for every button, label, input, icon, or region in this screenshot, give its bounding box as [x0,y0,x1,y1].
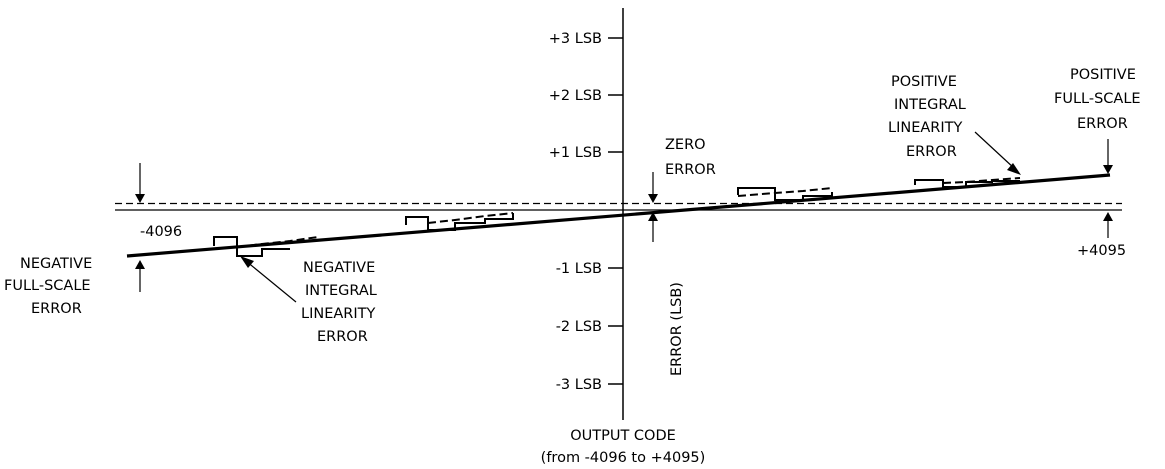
positive-integral-line2: INTEGRAL [894,97,966,113]
negative-full-scale-error-marker [135,163,145,292]
zero-error-label-line2: ERROR [665,162,716,178]
arrow-up-left-icon [240,256,254,268]
arrow-up-icon [648,212,658,221]
negative-full-scale-line1: NEGATIVE [20,256,92,272]
positive-integral-line1: POSITIVE [891,74,957,90]
arrow-down-icon [648,194,658,203]
pos-step-dashed-2 [942,177,1021,184]
positive-full-scale-error-marker [1103,139,1113,238]
positive-full-scale-line2: FULL-SCALE [1054,91,1141,107]
arrow-down-icon [135,194,145,203]
neg-step-dashed-1 [236,236,319,248]
negative-integral-line2: INTEGRAL [305,283,377,299]
pos-step-group-1 [737,187,833,201]
y-axis-ticks [608,37,623,385]
pos-step-dashed-1 [737,187,833,197]
arrow-down-icon [1103,165,1113,174]
negative-integral-leader [240,256,297,303]
negative-full-scale-line2: FULL-SCALE [4,278,91,294]
neg-step-group-1 [213,236,290,257]
y-tick-label-p3: +3 LSB [549,31,602,47]
x-axis-label-line1: OUTPUT CODE [570,428,676,444]
positive-integral-linearity-steps [737,177,1021,201]
negative-full-scale-line3: ERROR [31,301,82,317]
positive-integral-line3: LINEARITY [888,120,962,136]
positive-integral-leader [974,131,1021,175]
neg-step-group-2 [405,213,514,231]
positive-full-scale-line1: POSITIVE [1070,67,1136,83]
y-tick-label-p1: +1 LSB [549,145,602,161]
y-axis-tick-labels: +3 LSB +2 LSB +1 LSB -1 LSB -2 LSB -3 LS… [549,31,602,393]
negative-integral-line4: ERROR [317,329,368,345]
y-tick-label-m2: -2 LSB [556,319,602,335]
x-axis-label-line2: (from -4096 to +4095) [541,450,706,466]
negative-integral-line3: LINEARITY [301,306,375,322]
positive-full-scale-line3: ERROR [1077,116,1128,132]
zero-error-marker [648,172,658,242]
arrow-up-icon [135,260,145,269]
negative-integral-linearity-steps [213,212,514,257]
positive-integral-line4: ERROR [906,144,957,160]
neg-step-dashed-2 [427,212,514,224]
x-max-label: +4095 [1077,243,1126,259]
y-axis-label: ERROR (LSB) [669,282,685,376]
pos-step-group-2 [914,179,1020,188]
x-min-label: -4096 [140,224,182,240]
arrow-up-icon [1103,212,1113,221]
y-tick-label-p2: +2 LSB [549,88,602,104]
y-tick-label-m3: -3 LSB [556,377,602,393]
negative-integral-line1: NEGATIVE [303,260,375,276]
zero-error-label-line1: ZERO [665,137,706,153]
y-tick-label-m1: -1 LSB [556,261,602,277]
actual-transfer-line [126,173,1111,258]
arrow-down-right-icon [1007,163,1021,175]
